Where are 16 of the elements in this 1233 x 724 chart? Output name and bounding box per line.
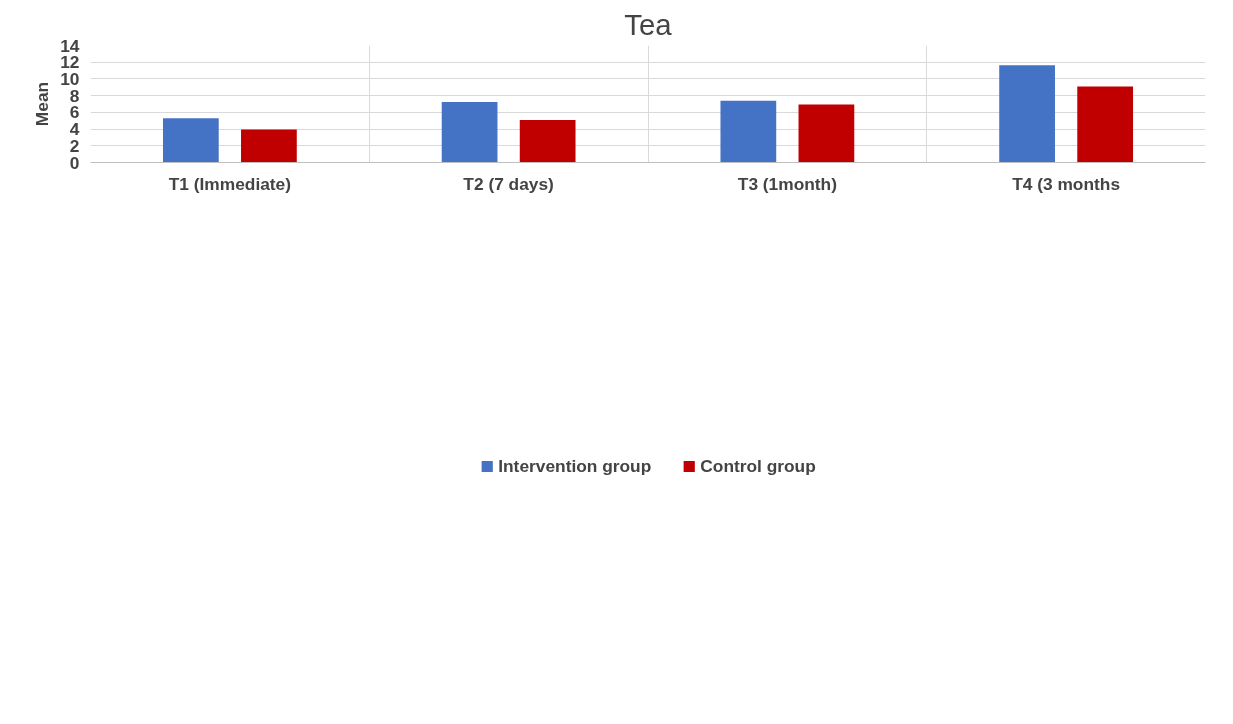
bar <box>519 119 576 163</box>
bar <box>1077 86 1134 163</box>
bar <box>441 101 498 163</box>
bar <box>162 118 219 163</box>
x-tick-label: T2 (7 days) <box>463 173 554 194</box>
legend-label: Control group <box>700 455 816 477</box>
x-tick-label: T3 (1month) <box>737 173 837 194</box>
bar <box>720 100 777 163</box>
bar <box>798 104 855 163</box>
bar <box>999 65 1055 163</box>
bar <box>241 129 297 163</box>
legend-label: Intervention group <box>498 455 652 477</box>
x-tick-label: T4 (3 months <box>1012 173 1121 194</box>
y-axis-title: Mean <box>32 81 53 127</box>
chart-title: Tea <box>624 7 673 41</box>
x-tick-label: T1 (Immediate) <box>168 173 292 194</box>
